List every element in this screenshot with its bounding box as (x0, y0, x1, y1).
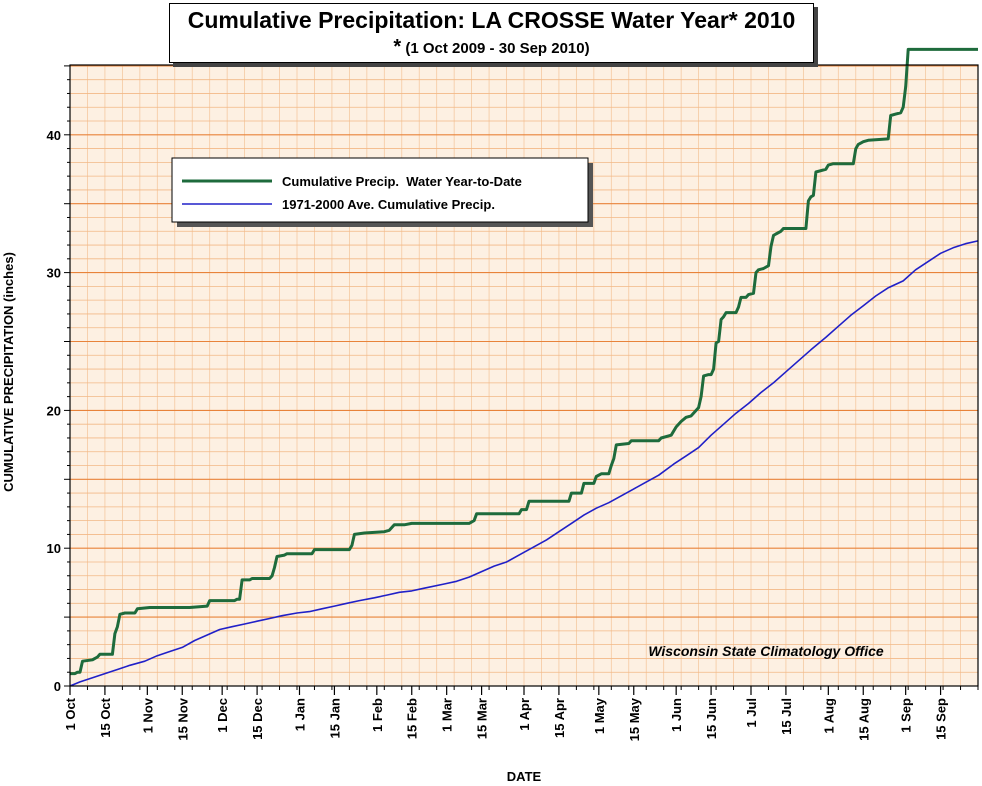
x-tick-label: 1 Jul (744, 698, 759, 728)
x-tick-label: 1 Apr (517, 698, 532, 731)
series-lines (69, 47, 979, 687)
y-tick-label: 10 (47, 541, 61, 556)
x-tick-label: 1 Jun (669, 698, 684, 732)
x-tick-label: 15 Dec (250, 698, 265, 740)
x-tick-label: 1 Feb (370, 698, 385, 732)
y-tick-label: 30 (47, 266, 61, 281)
subtitle-marker: * (393, 36, 402, 58)
x-tick-label: 1 Sep (899, 698, 914, 733)
legend-label-normal: 1971-2000 Ave. Cumulative Precip. (282, 197, 495, 212)
x-tick-label: 1 Dec (215, 698, 230, 733)
x-tick-label: 1 Aug (821, 698, 836, 734)
axes: 0 10 20 30 40 1 Oct 15 Oct 1 Nov 15 Nov 1 Dec 15 D… (47, 65, 979, 741)
x-tick-label: 15 Aug (856, 698, 871, 741)
x-tick-label: 1 Mar (440, 698, 455, 732)
x-axis-label: DATE (507, 769, 542, 784)
series-line-normal-average (69, 240, 979, 687)
y-tick-label: 20 (47, 403, 61, 418)
x-tick-label: 15 Jun (704, 698, 719, 739)
chart-subtitle: (1 Oct 2009 - 30 Sep 2010) (405, 40, 590, 57)
legend-label-wytd: Cumulative Precip. Water Year-to-Date (282, 174, 522, 189)
x-tick-label: 15 Mar (475, 698, 490, 739)
x-tick-label: 15 Feb (405, 698, 420, 739)
x-tick-label: 15 Apr (552, 698, 567, 738)
y-axis-label: CUMULATIVE PRECIPITATION (inches) (1, 252, 16, 492)
x-tick-label: 15 Oct (98, 697, 113, 737)
y-tick-label: 0 (54, 679, 61, 694)
x-tick-label: 1 Oct (63, 697, 78, 730)
x-tick-label: 1 Jan (292, 698, 307, 731)
attribution-annotation: Wisconsin State Climatology Office (648, 643, 884, 659)
x-tick-label: 15 Jul (779, 698, 794, 735)
x-tick-label: 1 May (592, 697, 607, 734)
legend-box (171, 157, 589, 223)
y-tick-label: 40 (47, 128, 61, 143)
x-tick-label: 15 Sep (934, 698, 949, 740)
x-tick-label: 1 Nov (140, 697, 155, 733)
series-line-water-year-to-date (70, 47, 978, 676)
chart-title: Cumulative Precipitation: LA CROSSE Wate… (187, 7, 796, 33)
x-tick-label: 15 Jan (327, 698, 342, 739)
x-tick-label: 15 Nov (175, 697, 190, 740)
chart-subtitle-line: * (1 Oct 2009 - 30 Sep 2010) (170, 36, 813, 59)
chart-title-box: Cumulative Precipitation: LA CROSSE Wate… (169, 3, 814, 63)
legend: Cumulative Precip. Water Year-to-Date 19… (171, 157, 593, 227)
x-tick-label: 15 May (627, 697, 642, 741)
